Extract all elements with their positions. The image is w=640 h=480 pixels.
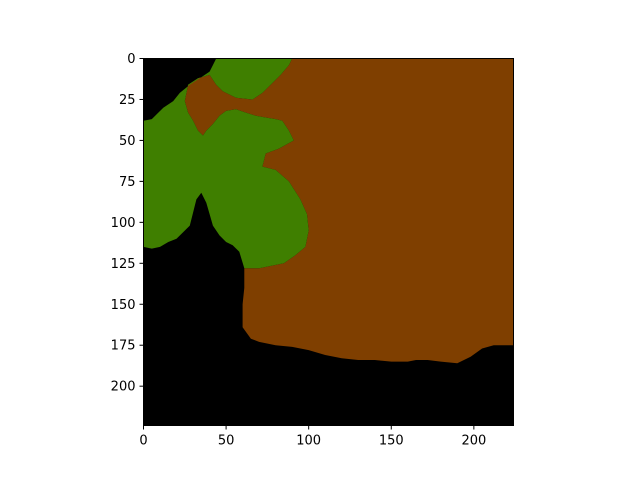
y-tick-label: 50 [119,134,136,149]
region-green [143,58,309,269]
image-regions [143,58,514,364]
x-tick-label: 150 [379,434,404,449]
y-tick-label: 150 [111,298,136,313]
x-tick-label: 50 [218,434,235,449]
y-axis: 0 25 50 75 100 125 150 175 200 [111,52,144,395]
axes-frame [143,58,514,426]
x-tick-label: 100 [296,434,321,449]
y-tick-label: 75 [119,175,136,190]
y-tick-label: 175 [111,339,136,354]
y-tick-label: 0 [127,52,135,67]
y-tick-label: 125 [111,257,136,272]
plot-area [143,58,514,426]
x-tick-label: 0 [139,434,147,449]
y-tick-label: 100 [111,216,136,231]
x-tick-label: 200 [461,434,486,449]
x-axis: 0 50 100 150 200 [139,425,486,449]
region-brown [184,58,514,364]
y-tick-label: 25 [119,93,136,108]
y-tick-label: 200 [111,380,136,395]
